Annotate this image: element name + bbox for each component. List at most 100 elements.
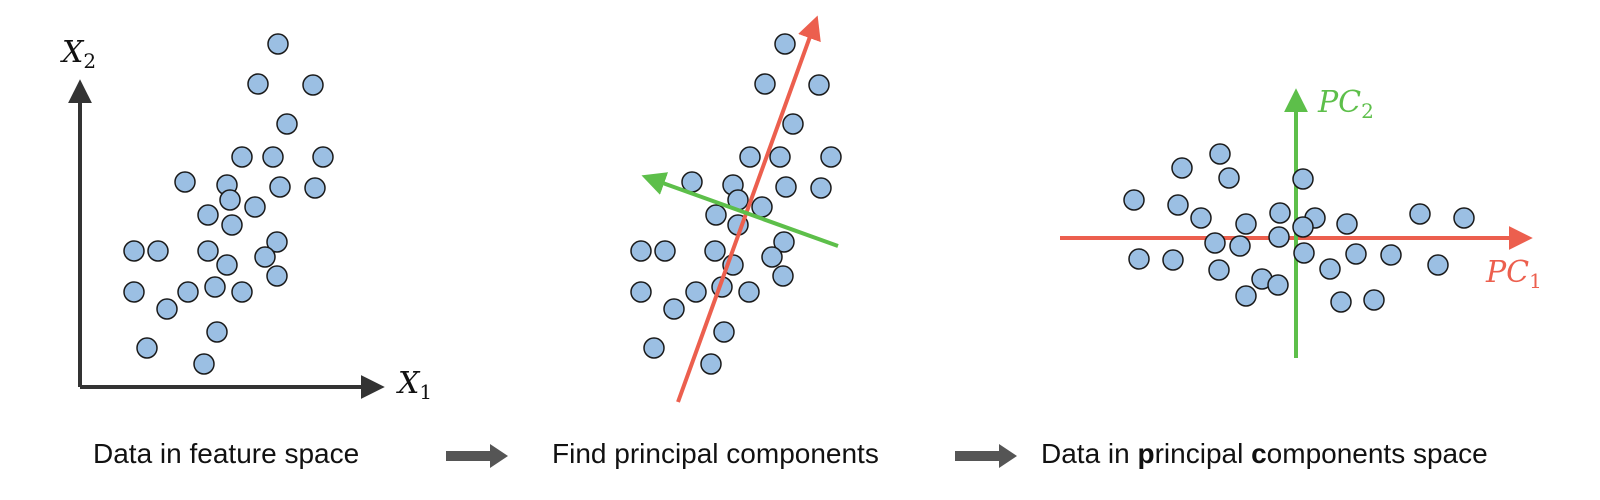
find-point-22 (772, 265, 794, 287)
feature-point-17 (147, 240, 169, 262)
pc-point-13 (1409, 203, 1431, 225)
feature-point-19 (266, 231, 288, 253)
feature-point-2 (247, 73, 269, 95)
find-components-points (630, 33, 842, 375)
find-point-16 (630, 240, 652, 262)
pc1-direction-arrow (676, 15, 821, 403)
feature-point-11 (304, 177, 326, 199)
feature-point-21 (216, 254, 238, 276)
feature-point-8 (174, 171, 196, 193)
pc1-axis-label: PC1 (1485, 255, 1542, 293)
feature-point-22 (266, 265, 288, 287)
pc-point-16 (1229, 235, 1251, 257)
find-point-5 (739, 146, 761, 168)
feature-point-5 (231, 146, 253, 168)
feature-point-10 (269, 176, 291, 198)
find-point-14 (751, 196, 773, 218)
pc-point-5 (1123, 189, 1145, 211)
feature-point-12 (219, 189, 241, 211)
x-axis-label: X1 (396, 366, 432, 404)
pc2-direction-arrow (641, 172, 839, 248)
feature-point-24 (177, 281, 199, 303)
panel-pc-space: PC2 PC1 (1060, 85, 1542, 358)
pc-point-1 (1209, 143, 1231, 165)
caption-step3: Data in principal components space (1041, 438, 1488, 469)
pc-point-18 (1293, 242, 1315, 264)
pc-point-27 (1267, 274, 1289, 296)
find-point-27 (663, 298, 685, 320)
find-point-29 (643, 337, 665, 359)
feature-point-23 (123, 281, 145, 303)
y-axis-label: X2 (60, 35, 96, 73)
caption-step1: Data in feature space (93, 438, 359, 469)
feature-point-29 (136, 337, 158, 359)
pc-point-14 (1453, 207, 1475, 229)
flow-arrow-1 (446, 444, 508, 468)
find-point-6 (769, 146, 791, 168)
pc-point-2 (1171, 157, 1193, 179)
find-point-3 (808, 74, 830, 96)
feature-point-28 (206, 321, 228, 343)
pc-point-23 (1208, 259, 1230, 281)
feature-point-26 (231, 281, 253, 303)
pc-point-19 (1345, 243, 1367, 265)
feature-point-25 (204, 276, 226, 298)
feature-point-14 (244, 196, 266, 218)
feature-point-16 (123, 240, 145, 262)
feature-point-1 (267, 33, 289, 55)
pc-point-29 (1330, 291, 1352, 313)
find-point-19 (773, 231, 795, 253)
find-point-28 (713, 321, 735, 343)
pc-point-6 (1167, 194, 1189, 216)
find-point-18 (704, 240, 726, 262)
find-point-26 (738, 281, 760, 303)
find-point-20 (761, 246, 783, 268)
pc-point-30 (1363, 289, 1385, 311)
pc-point-12 (1336, 213, 1358, 235)
pc-point-11 (1292, 216, 1314, 238)
find-point-24 (685, 281, 707, 303)
find-point-4 (782, 113, 804, 135)
pc-point-20 (1380, 244, 1402, 266)
pc-point-24 (1319, 258, 1341, 280)
pc-point-3 (1218, 167, 1240, 189)
feature-space-points (123, 33, 334, 375)
find-point-7 (820, 146, 842, 168)
find-point-1 (774, 33, 796, 55)
pc-point-21 (1128, 248, 1150, 270)
find-point-17 (654, 240, 676, 262)
pc-point-22 (1162, 249, 1184, 271)
find-point-11 (810, 177, 832, 199)
find-point-23 (630, 281, 652, 303)
feature-point-6 (262, 146, 284, 168)
feature-point-7 (312, 146, 334, 168)
feature-point-18 (197, 240, 219, 262)
pc-point-4 (1292, 168, 1314, 190)
feature-point-30 (193, 353, 215, 375)
feature-point-15 (221, 214, 243, 236)
pc-point-8 (1235, 213, 1257, 235)
pc-point-17 (1268, 226, 1290, 248)
pc2-axis-label: PC2 (1317, 85, 1374, 123)
feature-point-4 (276, 113, 298, 135)
find-point-13 (705, 204, 727, 226)
pc-point-25 (1427, 254, 1449, 276)
panel-find-components (630, 15, 842, 403)
pc-space-points (1123, 143, 1475, 313)
feature-point-13 (197, 204, 219, 226)
find-point-2 (754, 73, 776, 95)
feature-point-3 (302, 74, 324, 96)
feature-point-27 (156, 298, 178, 320)
caption-step2: Find principal components (552, 438, 879, 469)
find-point-30 (700, 353, 722, 375)
pc-point-28 (1235, 285, 1257, 307)
find-point-10 (775, 176, 797, 198)
feature-point-20 (254, 246, 276, 268)
pc-point-15 (1204, 232, 1226, 254)
pc-point-9 (1269, 202, 1291, 224)
pc-point-7 (1190, 207, 1212, 229)
panel-feature-space: X2 X1 (60, 33, 432, 404)
flow-arrow-2 (955, 444, 1017, 468)
